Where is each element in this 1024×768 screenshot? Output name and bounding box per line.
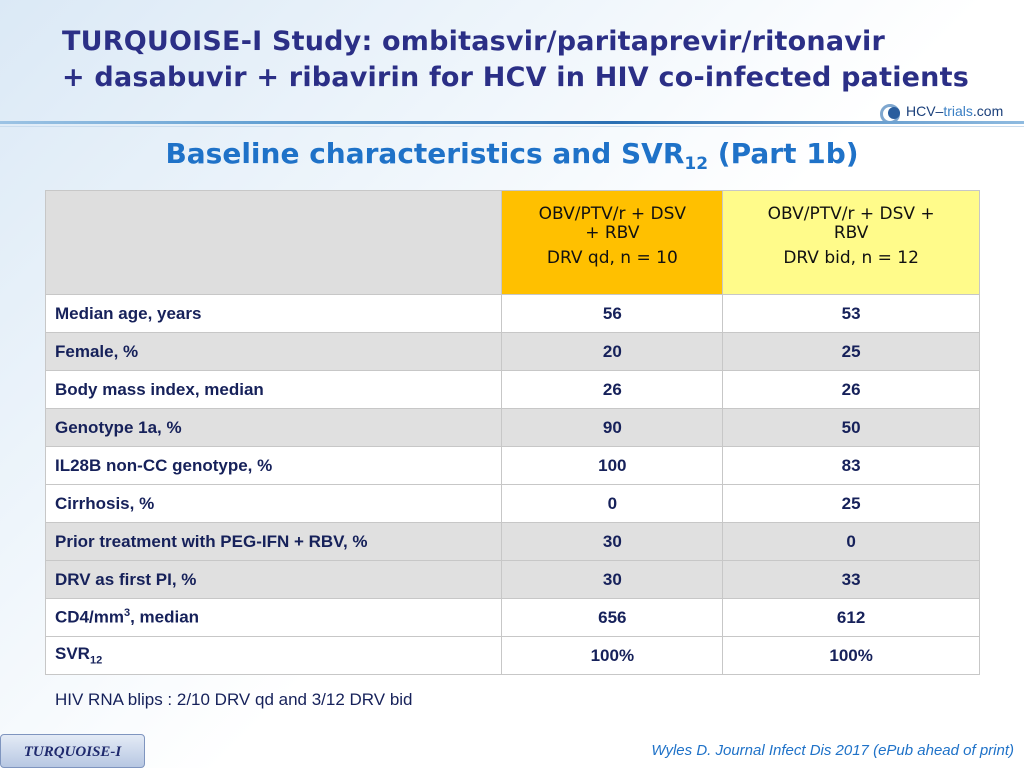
dose-label: DRV qd, n = 10 <box>546 248 678 268</box>
cell-value: 100% <box>501 636 724 675</box>
header-divider <box>0 121 1024 124</box>
citation: Wyles D. Journal Infect Dis 2017 (ePub a… <box>651 742 1014 759</box>
row-label: Female, % <box>44 332 503 371</box>
cell-value: 26 <box>722 370 980 409</box>
cell-value: 656 <box>501 598 724 637</box>
table-row: DRV as first PI, % 30 33 <box>44 560 980 599</box>
cell-value: 100 <box>501 446 724 485</box>
slide-title: TURQUOISE-I Study: ombitasvir/paritaprev… <box>62 24 1012 96</box>
cell-value: 26 <box>501 370 724 409</box>
table-row: Genotype 1a, % 90 50 <box>44 408 980 447</box>
header-blank-cell <box>44 190 503 295</box>
table-row: SVR12 100% 100% <box>44 636 980 675</box>
row-label: Cirrhosis, % <box>44 484 503 523</box>
cell-value: 0 <box>501 484 724 523</box>
cell-value: 0 <box>722 522 980 561</box>
hcv-trials-logo: HCV–trials.com <box>880 100 1004 124</box>
row-label: Genotype 1a, % <box>44 408 503 447</box>
table-row: IL28B non-CC genotype, % 100 83 <box>44 446 980 485</box>
title-line-2: + dasabuvir + ribavirin for HCV in HIV c… <box>62 62 969 93</box>
cell-value: 612 <box>722 598 980 637</box>
table-row: Prior treatment with PEG-IFN + RBV, % 30… <box>44 522 980 561</box>
row-label: Median age, years <box>44 294 503 333</box>
cell-value: 25 <box>722 484 980 523</box>
cell-value: 30 <box>501 522 724 561</box>
cell-value: 50 <box>722 408 980 447</box>
footnote: HIV RNA blips : 2/10 DRV qd and 3/12 DRV… <box>55 690 413 709</box>
cell-value: 33 <box>722 560 980 599</box>
cell-value: 25 <box>722 332 980 371</box>
row-label: Body mass index, median <box>44 370 503 409</box>
row-label: SVR12 <box>44 636 503 675</box>
table-row: Median age, years 56 53 <box>44 294 980 333</box>
row-label: Prior treatment with PEG-IFN + RBV, % <box>44 522 503 561</box>
row-label: IL28B non-CC genotype, % <box>44 446 503 485</box>
hcv-trials-logo-icon <box>880 102 902 124</box>
row-label: CD4/mm3, median <box>44 598 503 637</box>
cell-value: 100% <box>722 636 980 675</box>
table-row: Female, % 20 25 <box>44 332 980 371</box>
baseline-table: OBV/PTV/r + DSV + RBV DRV qd, n = 10 OBV… <box>44 190 980 675</box>
cell-value: 20 <box>501 332 724 371</box>
cell-value: 83 <box>722 446 980 485</box>
table-row: CD4/mm3, median 656 612 <box>44 598 980 637</box>
column-header-drv-bid: OBV/PTV/r + DSV + RBV DRV bid, n = 12 <box>722 190 980 295</box>
cell-value: 30 <box>501 560 724 599</box>
cell-value: 53 <box>722 294 980 333</box>
row-label: DRV as first PI, % <box>44 560 503 599</box>
cell-value: 90 <box>501 408 724 447</box>
table-row: Cirrhosis, % 0 25 <box>44 484 980 523</box>
dose-label: DRV bid, n = 12 <box>783 248 919 268</box>
table-header-row: OBV/PTV/r + DSV + RBV DRV qd, n = 10 OBV… <box>44 190 980 295</box>
column-header-drv-qd: OBV/PTV/r + DSV + RBV DRV qd, n = 10 <box>501 190 724 295</box>
study-tab[interactable]: TURQUOISE-I <box>0 734 145 768</box>
table-row: Body mass index, median 26 26 <box>44 370 980 409</box>
logo-text: HCV–trials.com <box>906 103 1004 119</box>
slide-subtitle: Baseline characteristics and SVR12 (Part… <box>165 137 859 174</box>
header-divider-thin <box>0 126 1024 127</box>
title-line-1: TURQUOISE-I Study: ombitasvir/paritaprev… <box>62 26 886 57</box>
cell-value: 56 <box>501 294 724 333</box>
